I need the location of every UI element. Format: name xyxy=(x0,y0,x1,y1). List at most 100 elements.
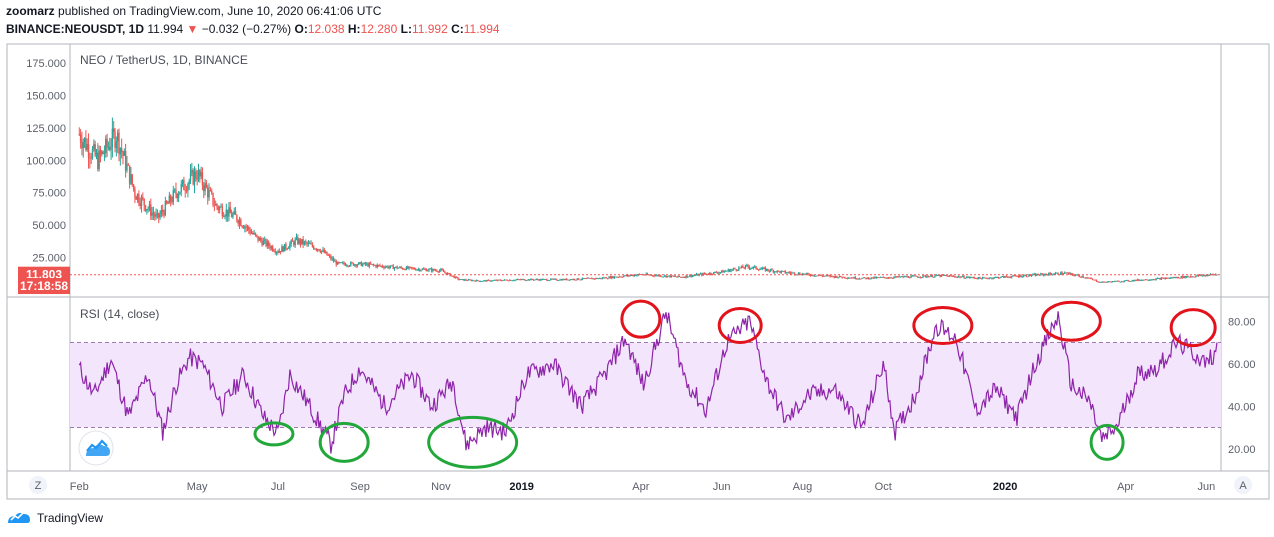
tradingview-brand[interactable]: TradingView xyxy=(7,511,103,525)
candle-body xyxy=(286,248,288,250)
candle-body xyxy=(437,271,439,273)
candle-body xyxy=(152,212,155,215)
candle-body xyxy=(446,273,449,275)
candle-body xyxy=(575,279,577,281)
candle-body xyxy=(869,278,871,280)
candle-body xyxy=(756,268,759,270)
candle-body xyxy=(506,279,508,281)
candle-body xyxy=(343,262,345,265)
candle-body xyxy=(816,275,818,277)
candle-body xyxy=(523,279,526,281)
candle-body xyxy=(605,277,608,279)
candle-body xyxy=(1106,281,1108,283)
candle-body xyxy=(746,265,748,267)
candle-body xyxy=(1073,274,1075,276)
candle-body xyxy=(134,188,136,197)
candle-body xyxy=(983,277,985,279)
candle-body xyxy=(865,277,867,279)
candle-body xyxy=(616,276,618,278)
candle-body xyxy=(841,277,843,278)
candle-body xyxy=(520,279,523,281)
candle-body xyxy=(1093,279,1095,281)
candle-body xyxy=(718,272,720,274)
time-axis-tick: Oct xyxy=(875,481,892,493)
close-label: C: xyxy=(451,22,464,36)
candle-body xyxy=(201,172,204,186)
candle-body xyxy=(383,267,385,268)
candle-body xyxy=(493,280,495,282)
candle-body xyxy=(879,277,882,278)
candle-body xyxy=(842,276,845,278)
candle-body xyxy=(771,269,773,271)
candle-body xyxy=(686,275,688,278)
candle-body xyxy=(397,267,400,269)
candle-body xyxy=(769,269,772,272)
candle-body xyxy=(1208,275,1210,276)
candle-body xyxy=(1128,281,1131,282)
candle-body xyxy=(501,280,503,282)
candle-body xyxy=(735,269,737,271)
candle-body xyxy=(229,207,231,214)
candle-body xyxy=(628,274,630,276)
candle-body xyxy=(429,268,431,270)
candle-body xyxy=(562,279,564,281)
candle-body xyxy=(903,276,906,278)
candle-body xyxy=(788,272,790,273)
candle-body xyxy=(144,205,147,211)
candle-body xyxy=(558,280,560,282)
candle-body xyxy=(595,278,597,279)
candle-body xyxy=(1018,275,1021,277)
candle-body xyxy=(784,270,786,273)
candle-body xyxy=(155,213,157,217)
candle-body xyxy=(1065,272,1067,274)
candle-body xyxy=(931,275,933,278)
candle-body xyxy=(148,204,151,209)
candle-body xyxy=(90,157,92,159)
candle-body xyxy=(928,276,931,278)
candle-body xyxy=(926,276,928,278)
candle-body xyxy=(726,270,728,272)
candle-body xyxy=(858,278,861,280)
candle-body xyxy=(699,273,702,275)
candle-body xyxy=(864,277,866,279)
candle-body xyxy=(1168,277,1171,279)
candle-body xyxy=(381,265,384,268)
candle-body xyxy=(385,266,388,267)
candle-body xyxy=(818,275,821,276)
candle-body xyxy=(131,174,133,185)
candle-body xyxy=(1102,281,1104,283)
candle-body xyxy=(624,275,626,277)
candle-body xyxy=(274,251,276,253)
overbought-circle-mark xyxy=(912,306,974,345)
oversold-circle-mark xyxy=(1089,423,1125,461)
candle-body xyxy=(299,239,302,244)
rsi-axis-tick: 60.00 xyxy=(1228,359,1256,371)
candle-body xyxy=(1122,281,1124,283)
time-axis-tick: Jun xyxy=(713,481,731,493)
candle-body xyxy=(569,279,572,281)
candle-body xyxy=(946,275,948,277)
candle-body xyxy=(91,149,94,158)
candle-body xyxy=(454,276,457,278)
zoom-z-button[interactable]: Z xyxy=(29,476,47,494)
auto-scale-a-button[interactable]: A xyxy=(1234,476,1252,494)
author-name[interactable]: zoomarz xyxy=(6,4,55,18)
candle-body xyxy=(577,278,580,280)
candle-body xyxy=(952,276,955,277)
candle-body xyxy=(498,279,500,281)
candle-body xyxy=(902,276,904,278)
price-pane-title: NEO / TetherUS, 1D, BINANCE xyxy=(80,53,248,67)
candle-body xyxy=(1066,272,1069,274)
candle-body xyxy=(1049,273,1051,275)
candle-body xyxy=(240,219,242,226)
candle-body xyxy=(981,277,984,280)
candle-body xyxy=(265,239,267,246)
candle-body xyxy=(1113,281,1115,282)
change-arrow-icon: ▼ xyxy=(186,22,199,36)
candle-body xyxy=(989,277,992,279)
candle-body xyxy=(283,243,286,252)
candle-body xyxy=(555,278,557,281)
candle-body xyxy=(938,275,940,276)
candle-body xyxy=(511,280,514,282)
